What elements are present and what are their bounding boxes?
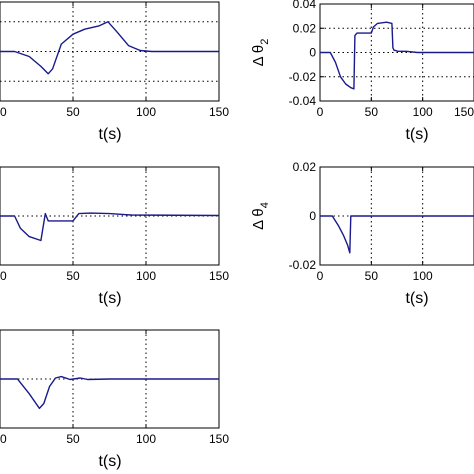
x-tick-label: 0	[0, 432, 7, 446]
x-tick-label: 50	[66, 432, 80, 446]
y-tick-label: 0	[309, 46, 316, 60]
panel-5: 0 50 100 150 t(s)	[0, 329, 229, 470]
x-tick-label: 0	[317, 105, 324, 119]
x-tick-label: 150	[209, 105, 229, 119]
series-line-1	[320, 21, 474, 90]
panel-3: 0 50 100 150 t(s)	[0, 166, 229, 307]
x-tick-label: 100	[413, 105, 433, 119]
x-axis-label: t(s)	[405, 126, 428, 143]
y-axis-label-subscript: 2	[259, 39, 271, 45]
y-tick-label: -0.02	[289, 70, 317, 84]
x-tick-label: 0	[317, 269, 324, 283]
y-tick-label: -0.02	[289, 258, 317, 272]
x-tick-label: 100	[136, 105, 156, 119]
x-tick-label: 50	[365, 269, 379, 283]
series-line-1	[0, 375, 219, 410]
x-tick-label: 150	[209, 269, 229, 283]
x-tick-label: 150	[454, 105, 474, 119]
panel-1: 0 50 100 150 t(s)	[0, 1, 229, 143]
plot-frame	[0, 166, 220, 266]
y-tick-label: 0.02	[293, 21, 317, 35]
x-tick-label: 100	[413, 269, 433, 283]
series-line-1	[320, 215, 474, 254]
series-line-1	[0, 21, 219, 75]
y-tick-label: 0.02	[293, 160, 317, 174]
x-tick-label: 0	[0, 269, 7, 283]
x-tick-label: 100	[136, 269, 156, 283]
x-axis-label: t(s)	[98, 453, 121, 470]
y-axis-label-subscript: 4	[259, 202, 271, 208]
x-axis-label: t(s)	[98, 126, 121, 143]
series-line-1	[0, 212, 220, 242]
y-tick-label: -0.04	[289, 94, 317, 108]
y-axis-label: Δ θ2	[250, 39, 271, 67]
x-tick-label: 0	[0, 105, 7, 119]
x-axis-label: t(s)	[405, 290, 428, 307]
y-tick-label: 0	[309, 209, 316, 223]
y-axis-label: Δ θ4	[250, 202, 271, 230]
x-tick-label: 50	[365, 105, 379, 119]
x-tick-label: 150	[209, 432, 229, 446]
x-tick-label: 100	[136, 432, 156, 446]
x-tick-label: 50	[66, 105, 80, 119]
y-tick-label: 0.04	[293, 0, 317, 11]
x-axis-label: t(s)	[98, 290, 121, 307]
panel-2: 0 50 100 150 0.04 0.02 0 -0.02 -0.04 t(s) Δ θ2	[250, 0, 474, 143]
x-tick-label: 50	[66, 269, 80, 283]
